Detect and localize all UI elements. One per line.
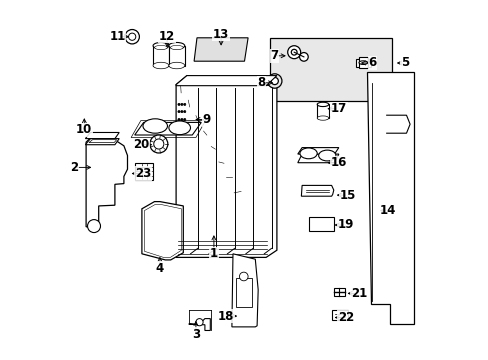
Circle shape [267, 74, 282, 88]
Text: 7: 7 [270, 49, 278, 62]
Text: 15: 15 [339, 189, 356, 202]
Text: 17: 17 [330, 102, 346, 115]
Polygon shape [301, 185, 333, 196]
Ellipse shape [154, 45, 167, 50]
Text: 14: 14 [379, 204, 395, 217]
Polygon shape [188, 319, 210, 330]
Ellipse shape [168, 42, 184, 49]
Ellipse shape [299, 148, 317, 159]
Bar [358, 57, 367, 68]
Text: 5: 5 [400, 57, 408, 69]
Polygon shape [134, 122, 201, 135]
Text: 11: 11 [109, 30, 125, 43]
Circle shape [181, 111, 183, 113]
Ellipse shape [317, 102, 328, 107]
Circle shape [183, 118, 185, 121]
Ellipse shape [170, 45, 183, 50]
Text: 8: 8 [257, 76, 265, 89]
Ellipse shape [153, 62, 168, 69]
Text: 1: 1 [209, 247, 218, 260]
Text: 19: 19 [337, 219, 353, 231]
Text: 13: 13 [213, 28, 229, 41]
Circle shape [196, 319, 203, 326]
Polygon shape [176, 76, 276, 257]
Polygon shape [85, 139, 119, 145]
Circle shape [178, 111, 180, 113]
Ellipse shape [168, 121, 190, 135]
Text: 22: 22 [337, 311, 353, 324]
Ellipse shape [153, 42, 168, 49]
Circle shape [181, 118, 183, 121]
Text: 18: 18 [217, 310, 233, 323]
Polygon shape [176, 76, 276, 86]
Text: 9: 9 [202, 113, 210, 126]
Bar [355, 59, 370, 67]
Ellipse shape [358, 61, 367, 64]
Bar [317, 104, 328, 118]
Text: 10: 10 [76, 123, 92, 136]
Circle shape [149, 135, 167, 153]
Polygon shape [89, 140, 117, 143]
Circle shape [239, 272, 247, 281]
Ellipse shape [142, 119, 167, 133]
Text: 20: 20 [132, 138, 149, 151]
Polygon shape [86, 137, 127, 227]
Polygon shape [297, 154, 338, 163]
Bar [269, 38, 391, 101]
Polygon shape [366, 72, 413, 324]
Bar [309, 217, 333, 231]
Circle shape [299, 53, 307, 61]
Bar [153, 46, 168, 66]
Polygon shape [85, 132, 119, 139]
Circle shape [183, 103, 185, 105]
Bar [235, 278, 251, 307]
Circle shape [291, 49, 296, 55]
Text: 6: 6 [367, 57, 376, 69]
Ellipse shape [317, 116, 328, 120]
Text: 3: 3 [191, 328, 200, 341]
Circle shape [153, 139, 163, 149]
Text: 2: 2 [70, 161, 79, 174]
Bar [134, 163, 153, 180]
Circle shape [178, 103, 180, 105]
Bar [331, 310, 347, 320]
Ellipse shape [168, 62, 184, 69]
Polygon shape [194, 38, 247, 61]
Circle shape [270, 77, 278, 85]
Circle shape [183, 111, 185, 113]
Circle shape [287, 46, 300, 59]
Circle shape [87, 220, 101, 233]
Circle shape [125, 30, 139, 44]
Ellipse shape [318, 150, 335, 161]
Text: 4: 4 [156, 262, 163, 275]
Circle shape [128, 33, 136, 40]
Circle shape [178, 118, 180, 121]
Text: 16: 16 [330, 156, 346, 169]
Polygon shape [231, 254, 258, 327]
Bar [168, 46, 184, 66]
Text: 23: 23 [135, 167, 151, 180]
Text: 21: 21 [350, 287, 366, 300]
Bar [333, 288, 344, 296]
Polygon shape [297, 148, 338, 154]
Circle shape [181, 103, 183, 105]
Polygon shape [142, 202, 183, 260]
Text: 12: 12 [159, 30, 175, 42]
